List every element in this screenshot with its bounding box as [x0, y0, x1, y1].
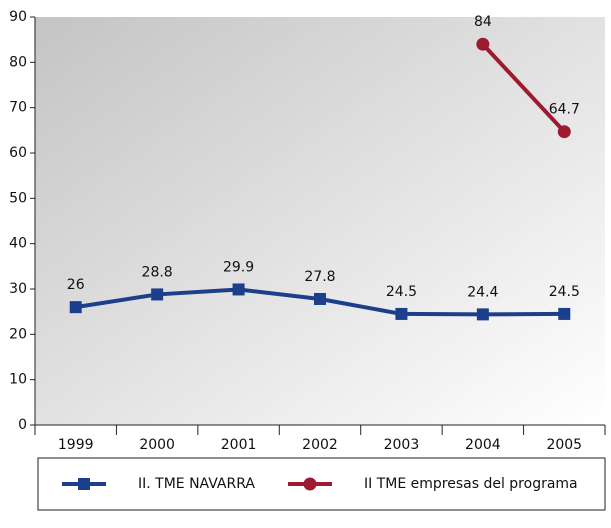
legend-label: II TME empresas del programa [364, 476, 578, 492]
data-label: 84 [474, 14, 492, 30]
y-tick-label: 10 [9, 372, 27, 388]
x-tick-label: 2004 [465, 437, 501, 453]
point-marker [476, 37, 490, 51]
x-tick-label: 2003 [384, 437, 420, 453]
point-marker [557, 125, 571, 139]
data-label: 29.9 [223, 259, 254, 275]
point-marker [395, 307, 408, 320]
y-tick-label: 0 [18, 417, 27, 433]
legend-marker [78, 478, 90, 490]
series-line [481, 42, 566, 134]
x-tick-label: 2001 [221, 437, 257, 453]
x-tick-label: 2002 [302, 437, 338, 453]
plot-background [35, 17, 605, 425]
x-tick-label: 2000 [139, 437, 175, 453]
data-label: 27.8 [304, 269, 335, 285]
y-tick-label: 60 [9, 145, 27, 161]
legend-marker [303, 477, 317, 491]
data-label: 28.8 [142, 264, 173, 280]
point-marker [476, 308, 489, 321]
y-tick-label: 40 [9, 236, 27, 252]
x-tick-label: 1999 [58, 437, 94, 453]
data-label: 24.5 [549, 284, 580, 300]
point-marker [232, 283, 245, 296]
data-label: 26 [67, 277, 85, 293]
point-marker [69, 301, 82, 314]
data-label: 24.5 [386, 284, 417, 300]
y-tick-label: 50 [9, 190, 27, 206]
y-tick-label: 30 [9, 281, 27, 297]
data-label: 64.7 [549, 102, 580, 118]
point-marker [151, 288, 164, 301]
point-marker [314, 292, 326, 305]
data-label: 24.4 [467, 284, 498, 300]
point-marker [558, 307, 571, 320]
y-tick-label: 90 [9, 9, 27, 25]
legend-label: II. TME NAVARRA [138, 476, 255, 492]
y-tick-label: 80 [9, 54, 27, 70]
x-tick-label: 2005 [546, 437, 582, 453]
y-tick-label: 70 [9, 100, 27, 116]
y-tick-label: 20 [9, 326, 27, 342]
